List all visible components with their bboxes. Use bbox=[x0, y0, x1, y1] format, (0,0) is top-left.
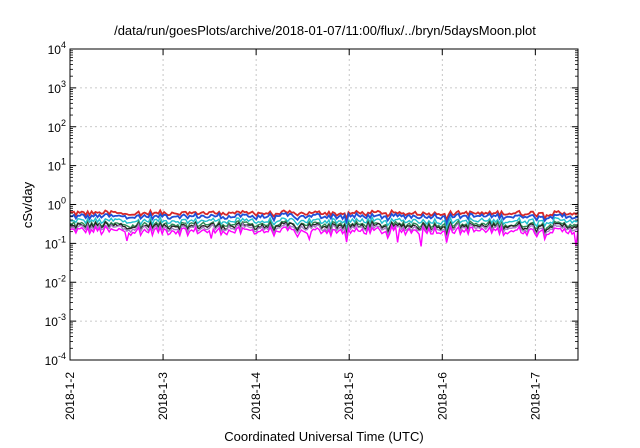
series-group bbox=[69, 208, 579, 247]
x-tick-label: 2018-1-2 bbox=[63, 372, 77, 420]
svg-text:10-2: 10-2 bbox=[45, 273, 66, 290]
svg-text:104: 104 bbox=[48, 40, 66, 57]
series-line bbox=[69, 211, 579, 228]
y-axis: 104 103 102 101 100 10-1 10-2 10-3 10-4 bbox=[45, 40, 578, 368]
svg-text:100: 100 bbox=[48, 196, 66, 213]
y-tick-label: 104 bbox=[48, 40, 66, 57]
x-tick-label: 2018-1-6 bbox=[435, 372, 449, 420]
series-line bbox=[69, 224, 579, 247]
series-line bbox=[69, 208, 579, 223]
x-tick-label: 2018-1-4 bbox=[249, 372, 263, 420]
x-axis: 2018-1-2 2018-1-3 2018-1-4 2018-1-5 2018-1-6… bbox=[63, 49, 542, 420]
series-line bbox=[69, 222, 579, 240]
y-tick-label: 101 bbox=[48, 157, 66, 174]
series-line bbox=[69, 215, 579, 231]
svg-text:10-3: 10-3 bbox=[45, 312, 66, 329]
x-tick-label: 2018-1-5 bbox=[342, 372, 356, 420]
x-tick-label: 2018-1-7 bbox=[528, 372, 542, 420]
svg-text:102: 102 bbox=[48, 118, 66, 135]
svg-text:103: 103 bbox=[48, 79, 66, 96]
y-axis-label: cSv/day bbox=[20, 181, 35, 228]
grid bbox=[69, 49, 578, 360]
y-tick-label: 10-4 bbox=[45, 351, 66, 368]
y-tick-label: 10-2 bbox=[45, 273, 66, 290]
chart-title: /data/run/goesPlots/archive/2018-01-07/1… bbox=[114, 23, 536, 38]
svg-text:101: 101 bbox=[48, 157, 66, 174]
x-tick-label: 2018-1-3 bbox=[156, 372, 170, 420]
y-tick-label: 10-3 bbox=[45, 312, 66, 329]
y-tick-label: 100 bbox=[48, 196, 66, 213]
series-line bbox=[69, 220, 579, 237]
x-axis-label: Coordinated Universal Time (UTC) bbox=[224, 429, 423, 444]
y-tick-label: 102 bbox=[48, 118, 66, 135]
svg-text:10-4: 10-4 bbox=[45, 351, 66, 368]
y-tick-label: 10-1 bbox=[45, 234, 66, 251]
y-tick-label: 103 bbox=[48, 79, 66, 96]
svg-text:10-1: 10-1 bbox=[45, 234, 66, 251]
